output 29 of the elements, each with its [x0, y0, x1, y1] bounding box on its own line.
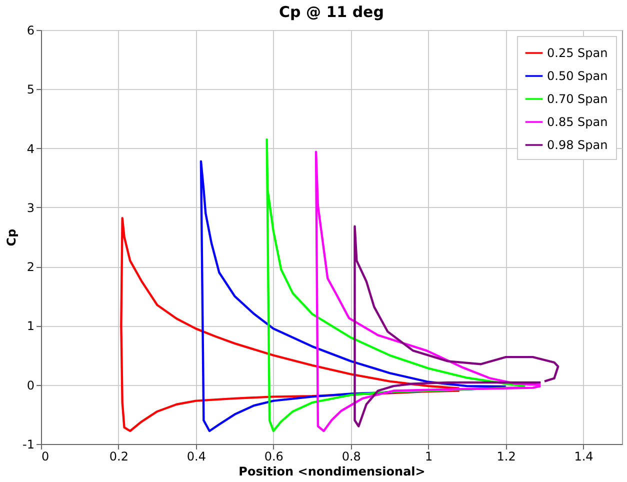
- x-tick-label: 1.4: [574, 450, 594, 464]
- y-tick-label: 4: [26, 142, 34, 156]
- line-series: [354, 225, 560, 428]
- y-tick-label: 3: [26, 200, 34, 215]
- x-tick-label: 0.6: [264, 450, 284, 464]
- legend-label: 0.70 Span: [547, 92, 608, 106]
- x-tick-label: 0.8: [342, 450, 361, 464]
- y-tick-label: 0: [26, 378, 34, 392]
- legend-label: 0.50 Span: [547, 69, 608, 83]
- line-series: [200, 160, 507, 432]
- x-tick-label: 0.4: [186, 450, 206, 464]
- legend-label: 0.85 Span: [547, 115, 608, 129]
- legend-label: 0.98 Span: [547, 138, 608, 152]
- line-series: [266, 138, 526, 432]
- line-series: [314, 150, 542, 432]
- y-tick-label: -1: [22, 438, 34, 452]
- legend-label: 0.25 Span: [547, 46, 608, 60]
- x-axis-title: Position <nondimensional>: [238, 464, 426, 478]
- line-series: [120, 216, 460, 432]
- y-axis-title: Cp: [4, 228, 19, 246]
- y-tick-label: 1: [26, 319, 34, 334]
- y-tick-label: 2: [26, 260, 34, 274]
- x-tick-label: 1: [425, 450, 433, 464]
- x-tick-label: 0.2: [109, 450, 129, 464]
- chart-title: Cp @ 11 deg: [279, 3, 384, 21]
- y-tick-label: 5: [26, 82, 34, 97]
- x-tick-label: 1.2: [496, 450, 516, 464]
- x-tick-label: 0: [42, 450, 50, 464]
- y-tick-label: 6: [26, 24, 34, 38]
